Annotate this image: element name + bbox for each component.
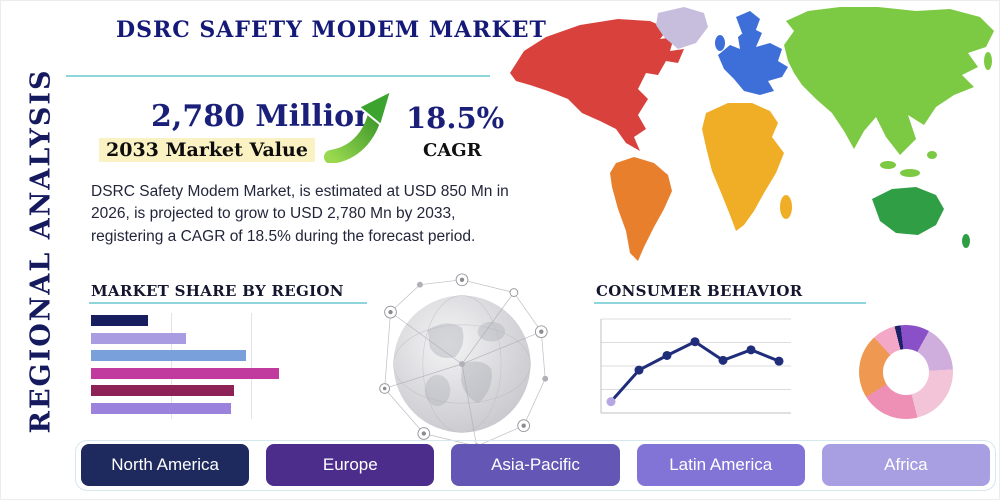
line-chart-title: CONSUMER BEHAVIOR (596, 282, 803, 300)
map-region-australia (872, 187, 944, 235)
line-point-2 (662, 350, 672, 360)
line-chart (600, 318, 791, 414)
line-point-6 (774, 356, 784, 366)
market-value-label: 2033 Market Value (99, 138, 315, 162)
donut-hole (883, 349, 929, 395)
bar-chart-title: MARKET SHARE BY REGION (91, 282, 344, 300)
region-button-europe[interactable]: Europe (266, 444, 435, 486)
region-button-asia-pacific[interactable]: Asia-Pacific (451, 444, 620, 486)
map-region-south-america (610, 157, 672, 261)
bar-chart-underline (89, 302, 367, 304)
market-value: 2,780 Million (151, 99, 376, 134)
map-region-philippines (927, 151, 937, 159)
line-point-4 (718, 355, 728, 365)
page-title: DSRC SAFETY MODEM MARKET (116, 17, 547, 43)
bar-2 (91, 350, 246, 361)
globe-network-graphic (379, 273, 549, 450)
map-region-greenland (656, 7, 708, 49)
top-divider (66, 75, 490, 77)
map-region-scandinavia (736, 11, 760, 35)
map-region-japan (984, 52, 992, 70)
line-point-0 (606, 397, 616, 407)
map-region-uk (715, 35, 725, 51)
map-region-indonesia (880, 161, 896, 169)
region-button-north-america[interactable]: North America (81, 444, 250, 486)
map-region-new-zealand (962, 234, 970, 248)
line-point-5 (746, 345, 756, 355)
gridline (171, 313, 172, 419)
bar-chart (91, 313, 291, 419)
region-button-latin-america[interactable]: Latin America (636, 444, 805, 486)
map-region-asia (784, 7, 994, 155)
bar-5 (91, 402, 231, 414)
line-point-3 (690, 337, 700, 347)
map-region-madagascar (780, 195, 792, 219)
side-label: REGIONAL ANALYSIS (25, 68, 57, 434)
map-region-europe (718, 27, 788, 95)
growth-arrow-icon (324, 89, 393, 163)
globe-network-nodes (379, 273, 549, 450)
cagr-value: 18.5% (406, 101, 505, 135)
region-button-africa[interactable]: Africa (821, 444, 991, 486)
market-description: DSRC Safety Modem Market, is estimated a… (91, 183, 509, 245)
cagr-label: CAGR (423, 140, 482, 161)
gridline (251, 313, 252, 419)
line-chart-underline (594, 302, 866, 304)
bar-3 (91, 367, 279, 379)
map-region-africa (702, 103, 784, 231)
map-region-new-guinea (900, 169, 920, 177)
map-region-north-america (510, 19, 684, 151)
bar-0 (91, 315, 148, 326)
bar-1 (91, 332, 186, 344)
bar-4 (91, 385, 234, 396)
line-point-1 (634, 365, 644, 375)
region-buttons: North America Europe Asia-Pacific Latin Ame… (81, 444, 991, 486)
legend-frame (75, 440, 996, 491)
donut-chart (859, 325, 953, 419)
world-map (510, 7, 994, 261)
